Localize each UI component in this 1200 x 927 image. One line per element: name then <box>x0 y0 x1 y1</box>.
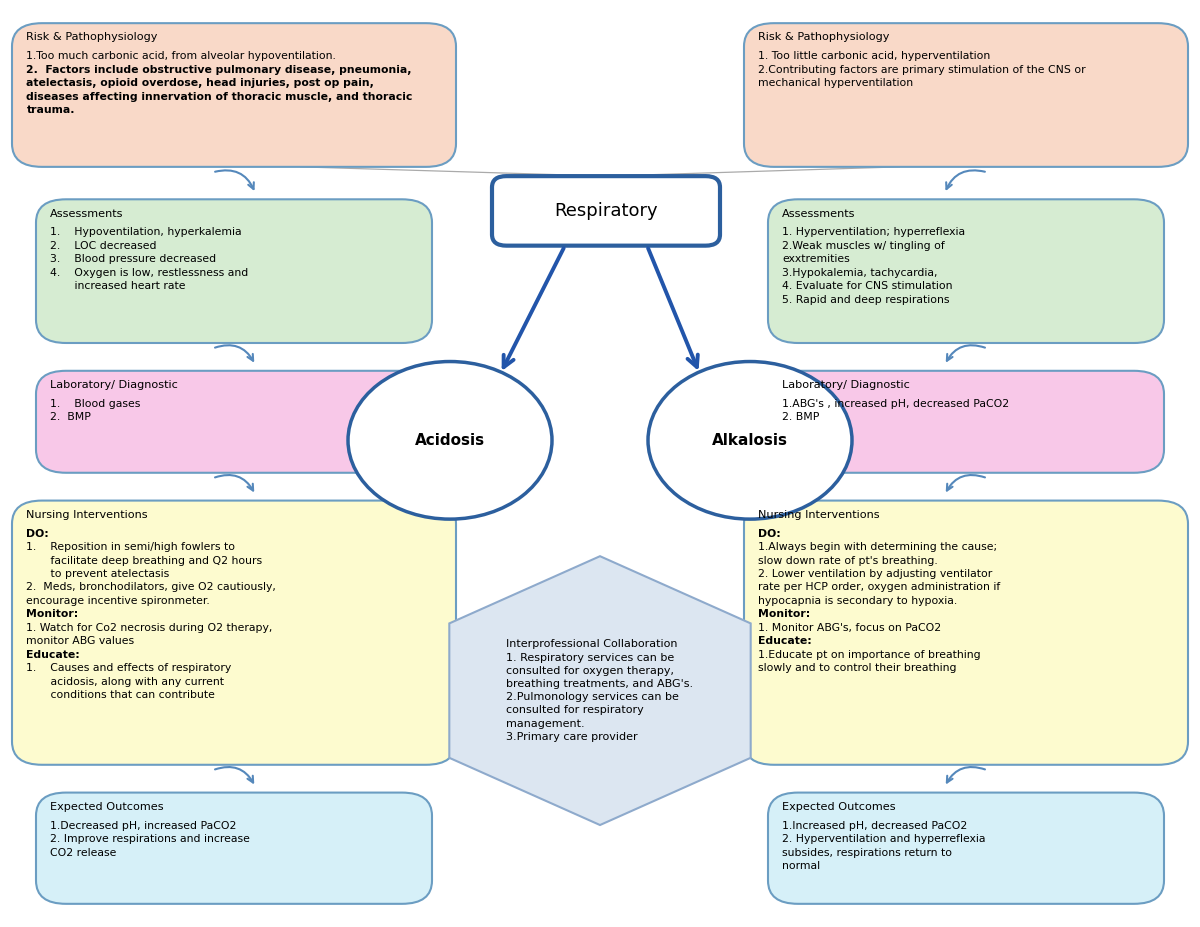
Text: 2.Weak muscles w/ tingling of: 2.Weak muscles w/ tingling of <box>782 241 946 251</box>
Text: hypocapnia is secondary to hypoxia.: hypocapnia is secondary to hypoxia. <box>758 596 958 606</box>
Text: 2.  Meds, bronchodilators, give O2 cautiously,: 2. Meds, bronchodilators, give O2 cautio… <box>26 582 276 592</box>
Text: Nursing Interventions: Nursing Interventions <box>758 510 880 520</box>
Text: to prevent atelectasis: to prevent atelectasis <box>26 569 169 579</box>
Circle shape <box>648 362 852 519</box>
FancyBboxPatch shape <box>36 371 432 473</box>
Text: 3.Hypokalemia, tachycardia,: 3.Hypokalemia, tachycardia, <box>782 268 938 278</box>
Circle shape <box>348 362 552 519</box>
Text: Laboratory/ Diagnostic: Laboratory/ Diagnostic <box>50 380 179 390</box>
Text: Educate:: Educate: <box>26 650 80 660</box>
Text: 1.Always begin with determining the cause;: 1.Always begin with determining the caus… <box>758 542 997 552</box>
Text: Laboratory/ Diagnostic: Laboratory/ Diagnostic <box>782 380 911 390</box>
Text: Monitor:: Monitor: <box>26 609 79 619</box>
Text: Expected Outcomes: Expected Outcomes <box>50 802 164 812</box>
Text: 1. Hyperventilation; hyperreflexia: 1. Hyperventilation; hyperreflexia <box>782 227 966 237</box>
Text: 3.    Blood pressure decreased: 3. Blood pressure decreased <box>50 254 216 264</box>
FancyBboxPatch shape <box>744 501 1188 765</box>
Text: slowly and to control their breathing: slowly and to control their breathing <box>758 663 956 673</box>
Text: mechanical hyperventilation: mechanical hyperventilation <box>758 78 913 88</box>
FancyBboxPatch shape <box>12 501 456 765</box>
Text: 2. BMP: 2. BMP <box>782 413 820 423</box>
Text: increased heart rate: increased heart rate <box>50 281 186 291</box>
FancyBboxPatch shape <box>768 371 1164 473</box>
Text: 1.Too much carbonic acid, from alveolar hypoventilation.: 1.Too much carbonic acid, from alveolar … <box>26 51 336 61</box>
Text: 1. Too little carbonic acid, hyperventilation: 1. Too little carbonic acid, hyperventil… <box>758 51 991 61</box>
Text: 2. Hyperventilation and hyperreflexia: 2. Hyperventilation and hyperreflexia <box>782 834 986 844</box>
Text: Expected Outcomes: Expected Outcomes <box>782 802 896 812</box>
Text: 1. Monitor ABG's, focus on PaCO2: 1. Monitor ABG's, focus on PaCO2 <box>758 623 942 633</box>
Text: monitor ABG values: monitor ABG values <box>26 636 134 646</box>
Text: 1. Watch for Co2 necrosis during O2 therapy,: 1. Watch for Co2 necrosis during O2 ther… <box>26 623 272 633</box>
Text: 2.  Factors include obstructive pulmonary disease, pneumonia,: 2. Factors include obstructive pulmonary… <box>26 65 412 75</box>
Text: Alkalosis: Alkalosis <box>712 433 788 448</box>
Text: 1.Increased pH, decreased PaCO2: 1.Increased pH, decreased PaCO2 <box>782 820 967 831</box>
Text: facilitate deep breathing and Q2 hours: facilitate deep breathing and Q2 hours <box>26 555 263 565</box>
Text: Risk & Pathophysiology: Risk & Pathophysiology <box>758 32 889 43</box>
Text: 1.Educate pt on importance of breathing: 1.Educate pt on importance of breathing <box>758 650 982 660</box>
Text: CO2 release: CO2 release <box>50 847 116 857</box>
FancyBboxPatch shape <box>36 793 432 904</box>
Text: Risk & Pathophysiology: Risk & Pathophysiology <box>26 32 157 43</box>
Text: 2.  BMP: 2. BMP <box>50 413 91 423</box>
Text: slow down rate of pt's breathing.: slow down rate of pt's breathing. <box>758 555 938 565</box>
Text: Assessments: Assessments <box>782 209 856 219</box>
Text: Respiratory: Respiratory <box>554 202 658 220</box>
Text: acidosis, along with any current: acidosis, along with any current <box>26 677 224 687</box>
Text: Interprofessional Collaboration
1. Respiratory services can be
consulted for oxy: Interprofessional Collaboration 1. Respi… <box>506 640 694 742</box>
Text: Nursing Interventions: Nursing Interventions <box>26 510 148 520</box>
Text: 2.    LOC decreased: 2. LOC decreased <box>50 241 157 251</box>
Text: 2.Contributing factors are primary stimulation of the CNS or: 2.Contributing factors are primary stimu… <box>758 65 1086 75</box>
Text: 4. Evaluate for CNS stimulation: 4. Evaluate for CNS stimulation <box>782 281 953 291</box>
Text: exxtremities: exxtremities <box>782 254 850 264</box>
Polygon shape <box>449 556 751 825</box>
FancyBboxPatch shape <box>492 176 720 246</box>
FancyBboxPatch shape <box>744 23 1188 167</box>
Text: 1.    Hypoventilation, hyperkalemia: 1. Hypoventilation, hyperkalemia <box>50 227 242 237</box>
Text: 4.    Oxygen is low, restlessness and: 4. Oxygen is low, restlessness and <box>50 268 248 278</box>
Text: subsides, respirations return to: subsides, respirations return to <box>782 847 953 857</box>
FancyBboxPatch shape <box>768 793 1164 904</box>
Text: atelectasis, opioid overdose, head injuries, post op pain,: atelectasis, opioid overdose, head injur… <box>26 78 374 88</box>
Text: Educate:: Educate: <box>758 636 812 646</box>
Text: 2. Improve respirations and increase: 2. Improve respirations and increase <box>50 834 251 844</box>
Text: DO:: DO: <box>26 528 49 539</box>
Text: normal: normal <box>782 861 821 871</box>
Text: Acidosis: Acidosis <box>415 433 485 448</box>
Text: 1.ABG's , increased pH, decreased PaCO2: 1.ABG's , increased pH, decreased PaCO2 <box>782 399 1009 409</box>
FancyBboxPatch shape <box>36 199 432 343</box>
Text: DO:: DO: <box>758 528 781 539</box>
Text: 1.Decreased pH, increased PaCO2: 1.Decreased pH, increased PaCO2 <box>50 820 236 831</box>
Text: conditions that can contribute: conditions that can contribute <box>26 690 215 700</box>
Text: 2. Lower ventilation by adjusting ventilator: 2. Lower ventilation by adjusting ventil… <box>758 569 992 579</box>
FancyBboxPatch shape <box>12 23 456 167</box>
Text: diseases affecting innervation of thoracic muscle, and thoracic: diseases affecting innervation of thorac… <box>26 92 413 102</box>
Text: 1.    Blood gases: 1. Blood gases <box>50 399 140 409</box>
Text: 1.    Reposition in semi/high fowlers to: 1. Reposition in semi/high fowlers to <box>26 542 235 552</box>
Text: Assessments: Assessments <box>50 209 124 219</box>
Text: Monitor:: Monitor: <box>758 609 811 619</box>
Text: rate per HCP order, oxygen administration if: rate per HCP order, oxygen administratio… <box>758 582 1001 592</box>
Text: trauma.: trauma. <box>26 105 74 115</box>
Text: 5. Rapid and deep respirations: 5. Rapid and deep respirations <box>782 295 950 305</box>
Text: encourage incentive spironmeter.: encourage incentive spironmeter. <box>26 596 210 606</box>
Text: 1.    Causes and effects of respiratory: 1. Causes and effects of respiratory <box>26 663 232 673</box>
FancyBboxPatch shape <box>768 199 1164 343</box>
